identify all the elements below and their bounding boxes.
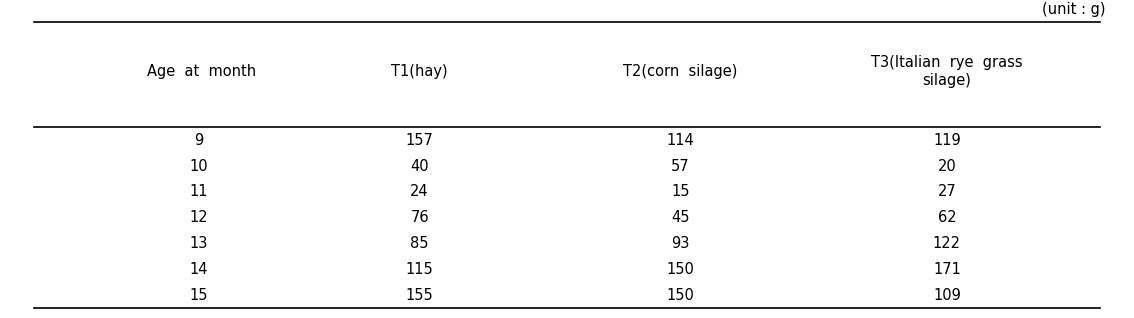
Text: 114: 114	[667, 133, 694, 148]
Text: T2(corn  silage): T2(corn silage)	[624, 64, 737, 79]
Text: 10: 10	[189, 159, 208, 174]
Text: 15: 15	[671, 184, 689, 199]
Text: 27: 27	[938, 184, 956, 199]
Text: 109: 109	[933, 288, 960, 303]
Text: 62: 62	[938, 210, 956, 225]
Text: 150: 150	[667, 288, 694, 303]
Text: 40: 40	[411, 159, 429, 174]
Text: 119: 119	[933, 133, 960, 148]
Text: 76: 76	[411, 210, 429, 225]
Text: 122: 122	[933, 236, 960, 251]
Text: (unit : g): (unit : g)	[1042, 2, 1106, 17]
Text: T1(hay): T1(hay)	[391, 64, 448, 79]
Text: 13: 13	[189, 236, 208, 251]
Text: 57: 57	[671, 159, 689, 174]
Text: 85: 85	[411, 236, 429, 251]
Text: 150: 150	[667, 262, 694, 277]
Text: 20: 20	[938, 159, 956, 174]
Text: 14: 14	[189, 262, 208, 277]
Text: 93: 93	[671, 236, 689, 251]
Text: 15: 15	[189, 288, 208, 303]
Text: 115: 115	[406, 262, 433, 277]
Text: 155: 155	[406, 288, 433, 303]
Text: 171: 171	[933, 262, 960, 277]
Text: 45: 45	[671, 210, 689, 225]
Text: 157: 157	[406, 133, 433, 148]
Text: 24: 24	[411, 184, 429, 199]
Text: 9: 9	[194, 133, 203, 148]
Text: Age  at  month: Age at month	[147, 64, 256, 79]
Text: T3(Italian  rye  grass
silage): T3(Italian rye grass silage)	[871, 55, 1023, 88]
Text: 12: 12	[189, 210, 208, 225]
Text: 11: 11	[189, 184, 208, 199]
